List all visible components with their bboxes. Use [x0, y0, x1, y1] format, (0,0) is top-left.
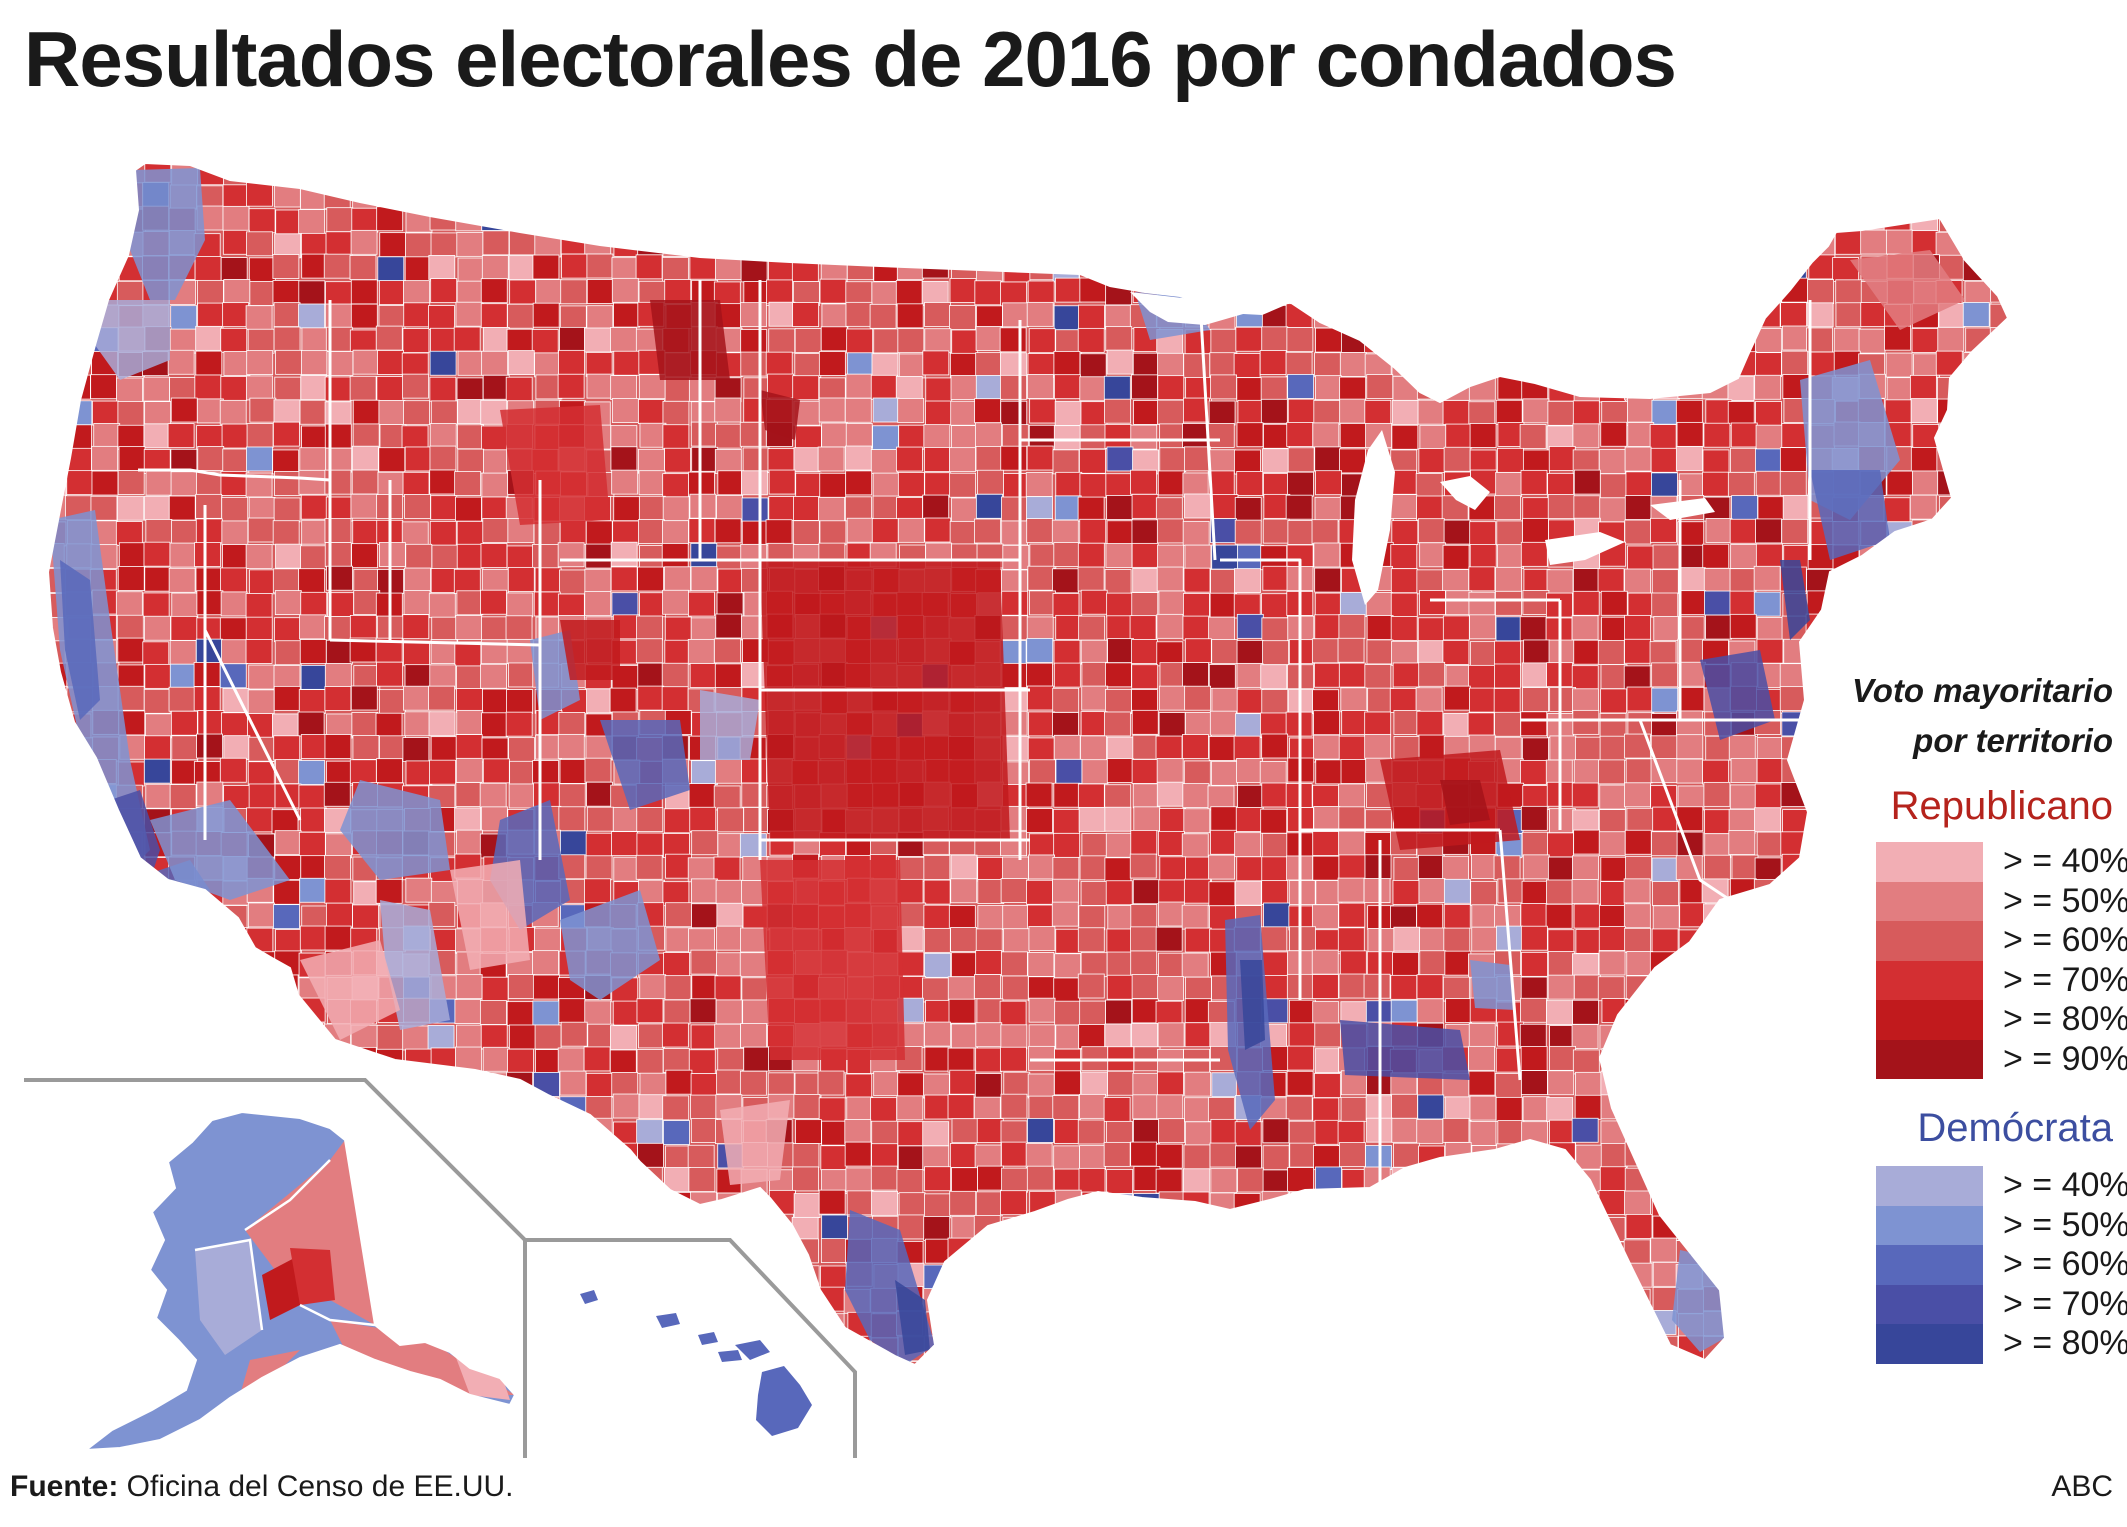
alaska-map	[86, 1112, 515, 1450]
legend-heading-line1: Voto mayoritario	[1852, 672, 2113, 709]
source-text: Oficina del Censo de EE.UU.	[118, 1470, 514, 1503]
hawaii-map	[580, 1290, 812, 1436]
legend-democrat-row: > = 50%	[1876, 1205, 2127, 1245]
legend-democrat-label: > = 60%	[2003, 1245, 2127, 1284]
legend-republican-swatch	[1876, 842, 1983, 882]
legend-republican-label: > = 80%	[2003, 1000, 2127, 1039]
legend-democrat-row: > = 70%	[1876, 1284, 2127, 1324]
legend-republican-swatch	[1876, 921, 1983, 961]
legend-republican-swatch	[1876, 960, 1983, 1000]
page-title: Resultados electorales de 2016 por conda…	[24, 15, 1677, 103]
legend-republican-swatch	[1876, 1039, 1983, 1079]
legend-republican-label: > = 50%	[2003, 881, 2127, 920]
legend-republican-row: > = 50%	[1876, 881, 2127, 921]
legend-republican-label: > = 90%	[2003, 1039, 2127, 1078]
legend-democrat-label: > = 40%	[2003, 1166, 2127, 1205]
source-label: Fuente:	[10, 1470, 119, 1503]
inset-frames	[24, 1078, 857, 1458]
legend-democrat-label: > = 50%	[2003, 1205, 2127, 1244]
legend-republican-swatch	[1876, 1000, 1983, 1040]
legend-republican-row: > = 70%	[1876, 960, 2127, 1000]
legend-democrat-title: Demócrata	[1917, 1106, 2113, 1150]
state-borders	[138, 280, 1812, 1190]
legend-democrat-scale: > = 40% > = 50% > = 60% > = 70% > = 80%	[1876, 1166, 2127, 1364]
legend-democrat-row: > = 80%	[1876, 1324, 2127, 1364]
legend-democrat-swatch	[1876, 1205, 1983, 1245]
source-note: Fuente: Oficina del Censo de EE.UU.	[10, 1470, 514, 1504]
great-lakes	[1130, 292, 1715, 605]
legend-democrat-row: > = 40%	[1876, 1166, 2127, 1206]
alaska-borders	[194, 1159, 376, 1331]
legend-republican-row: > = 60%	[1876, 921, 2127, 961]
regional-color-patches	[50, 168, 1965, 1365]
legend-democrat-swatch	[1876, 1245, 1983, 1285]
legend-republican-label: > = 70%	[2003, 960, 2127, 999]
legend-heading: Voto mayoritario por territorio	[1783, 666, 2113, 765]
legend-republican-label: > = 40%	[2003, 842, 2127, 881]
legend-republican-label: > = 60%	[2003, 921, 2127, 960]
legend-democrat-swatch	[1876, 1284, 1983, 1324]
legend-democrat-row: > = 60%	[1876, 1245, 2127, 1285]
legend-democrat-swatch	[1876, 1324, 1983, 1364]
legend-republican-title: Republicano	[1890, 784, 2113, 828]
legend-heading-line2: por territorio	[1913, 721, 2113, 759]
legend-republican-row: > = 40%	[1876, 842, 2127, 882]
legend-republican-scale: > = 40% > = 50% > = 60% > = 70% > = 80% > = 9…	[1876, 842, 2127, 1079]
legend-democrat-swatch	[1876, 1166, 1983, 1206]
legend-democrat-label: > = 70%	[2003, 1284, 2127, 1323]
legend-republican-swatch	[1876, 881, 1983, 921]
publisher-credit: ABC	[2051, 1470, 2113, 1503]
legend-democrat-label: > = 80%	[2003, 1324, 2127, 1363]
legend-republican-row: > = 80%	[1876, 1000, 2127, 1040]
legend-republican-row: > = 90%	[1876, 1039, 2127, 1079]
